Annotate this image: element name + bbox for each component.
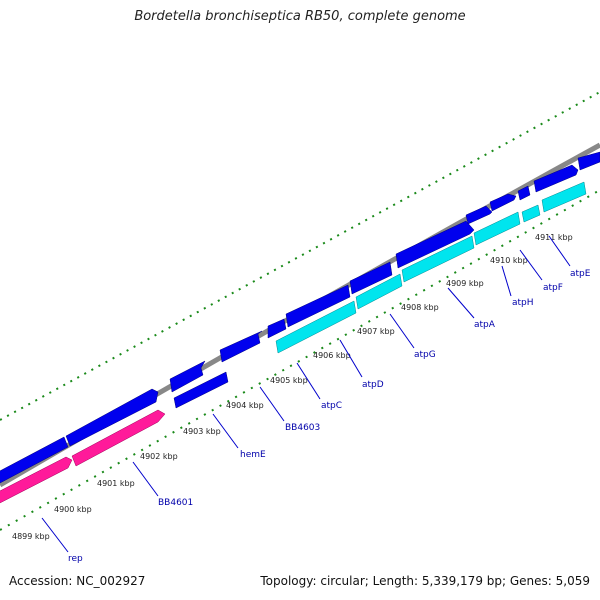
gene-label[interactable]: BB4603 bbox=[285, 423, 320, 433]
inner-dotted-ring bbox=[0, 189, 600, 531]
gene-hemE[interactable] bbox=[173, 371, 229, 409]
accession-text: Accession: NC_002927 bbox=[9, 574, 146, 588]
gene-atpC-forward[interactable] bbox=[267, 318, 287, 339]
gene-atpH[interactable] bbox=[521, 204, 541, 223]
gene-label[interactable]: hemE bbox=[240, 450, 266, 460]
gene-atpF[interactable] bbox=[541, 181, 587, 213]
tick-label: 4909 kbp bbox=[446, 279, 484, 288]
gene-forward-10[interactable] bbox=[577, 151, 600, 171]
gene-label[interactable]: rep bbox=[68, 554, 83, 564]
map-title: Bordetella bronchiseptica RB50, complete… bbox=[134, 9, 466, 24]
forward-strand bbox=[0, 151, 600, 484]
outer-dotted-ring bbox=[0, 91, 600, 421]
gene-atpC[interactable] bbox=[275, 300, 357, 354]
tick-label: 4904 kbp bbox=[226, 401, 264, 410]
tick-labels: 4899 kbp 4900 kbp 4901 kbp 4902 kbp 4903… bbox=[12, 233, 573, 541]
gene-label[interactable]: BB4601 bbox=[158, 498, 193, 508]
tick-label: 4900 kbp bbox=[54, 505, 92, 514]
gene-label[interactable]: atpG bbox=[414, 350, 436, 360]
gene-rep[interactable] bbox=[0, 456, 73, 505]
gene-atpF-forward[interactable] bbox=[489, 193, 517, 212]
tick-label: 4910 kbp bbox=[490, 256, 528, 265]
gene-atpE-forward[interactable] bbox=[517, 185, 531, 201]
gene-atpA-forward[interactable] bbox=[395, 220, 475, 269]
gene-bb4603-forward[interactable] bbox=[219, 330, 263, 363]
genome-summary: Topology: circular; Length: 5,339,179 bp… bbox=[260, 574, 590, 588]
gene-label[interactable]: atpC bbox=[321, 401, 342, 411]
reverse-strand-pink bbox=[0, 409, 166, 505]
gene-label[interactable]: atpE bbox=[570, 269, 591, 279]
gene-label[interactable]: atpD bbox=[362, 380, 384, 390]
tick-label: 4906 kbp bbox=[313, 351, 351, 360]
reverse-strand-blue bbox=[173, 371, 229, 409]
gene-rep-forward[interactable] bbox=[0, 436, 69, 484]
tick-label: 4903 kbp bbox=[183, 427, 221, 436]
gene-atpD-forward[interactable] bbox=[285, 284, 351, 328]
gene-label[interactable]: atpA bbox=[474, 320, 496, 330]
tick-label: 4902 kbp bbox=[140, 452, 178, 461]
gene-label[interactable]: atpF bbox=[543, 283, 563, 293]
gene-labels: rep BB4601 hemE BB4603 atpC atpD atpG at… bbox=[68, 269, 591, 564]
gene-atpH-forward[interactable] bbox=[465, 205, 493, 225]
gene-bb4601[interactable] bbox=[71, 409, 166, 467]
tick-label: 4905 kbp bbox=[270, 376, 308, 385]
tick-label: 4908 kbp bbox=[401, 303, 439, 312]
gene-hemE-forward[interactable] bbox=[169, 360, 206, 393]
gene-atpG-forward[interactable] bbox=[349, 261, 393, 295]
gene-atpD[interactable] bbox=[355, 273, 403, 310]
atp-operon bbox=[275, 181, 587, 354]
gene-atpA[interactable] bbox=[473, 211, 521, 246]
tick-label: 4907 kbp bbox=[357, 327, 395, 336]
tick-label: 4899 kbp bbox=[12, 532, 50, 541]
gene-forward-9[interactable] bbox=[533, 164, 579, 193]
gene-bb4601-forward[interactable] bbox=[65, 388, 159, 447]
tick-label: 4901 kbp bbox=[97, 479, 135, 488]
gene-leaders bbox=[41, 235, 571, 553]
gene-label[interactable]: atpH bbox=[512, 298, 534, 308]
tick-label: 4911 kbp bbox=[535, 233, 573, 242]
gene-atpG[interactable] bbox=[401, 235, 475, 283]
